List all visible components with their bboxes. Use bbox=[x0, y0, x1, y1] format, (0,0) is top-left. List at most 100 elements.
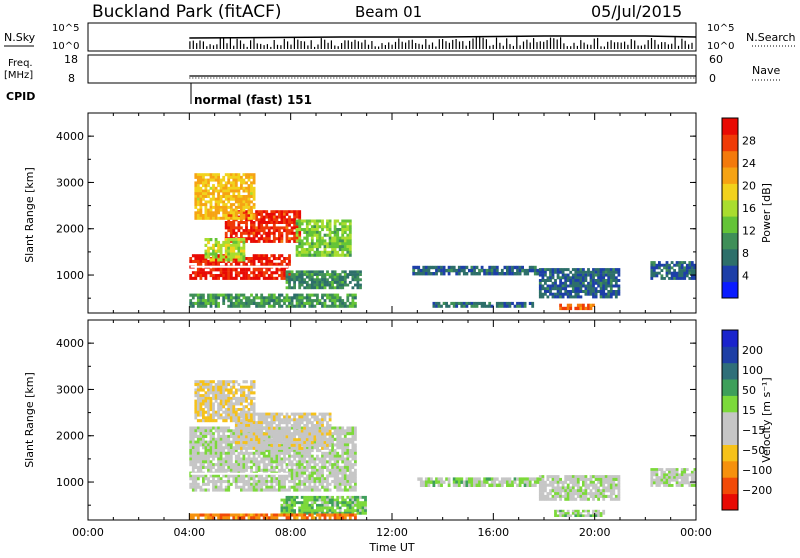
heatmap-cell bbox=[225, 226, 228, 229]
heatmap-cell bbox=[301, 276, 304, 279]
heatmap-cell bbox=[331, 441, 334, 444]
heatmap-cell bbox=[352, 472, 355, 475]
y-tick-label: 2000 bbox=[56, 223, 84, 236]
heatmap-cell bbox=[286, 496, 289, 499]
heatmap-cell bbox=[308, 248, 311, 251]
nsky-bar bbox=[365, 40, 366, 49]
heatmap-cell bbox=[278, 216, 281, 219]
heatmap-cell bbox=[473, 302, 476, 305]
heatmap-cell bbox=[339, 296, 342, 299]
heatmap-cell bbox=[688, 269, 691, 272]
nsky-bar bbox=[311, 40, 312, 49]
heatmap-cell bbox=[329, 435, 332, 438]
heatmap-cell bbox=[564, 287, 567, 290]
heatmap-cell bbox=[243, 198, 246, 201]
heatmap-cell bbox=[243, 238, 246, 241]
heatmap-cell bbox=[473, 272, 476, 275]
heatmap-cell bbox=[298, 480, 301, 483]
heatmap-cell bbox=[215, 179, 218, 182]
heatmap-cell bbox=[278, 438, 281, 441]
heatmap-cell bbox=[331, 463, 334, 466]
heatmap-cell bbox=[306, 499, 309, 502]
heatmap-cell bbox=[217, 449, 220, 452]
heatmap-cell bbox=[200, 386, 203, 389]
heatmap-cell bbox=[329, 413, 332, 416]
heatmap-cell bbox=[288, 232, 291, 235]
heatmap-cell bbox=[288, 229, 291, 232]
heatmap-cell bbox=[329, 305, 332, 308]
heatmap-cell bbox=[331, 496, 334, 499]
heatmap-cell bbox=[240, 181, 243, 184]
nsky-bar bbox=[547, 40, 548, 49]
heatmap-cell bbox=[349, 489, 352, 492]
heatmap-cell bbox=[346, 477, 349, 480]
heatmap-cell bbox=[212, 192, 215, 195]
heatmap-cell bbox=[227, 299, 230, 302]
heatmap-cell bbox=[238, 397, 241, 400]
heatmap-cell bbox=[349, 429, 352, 432]
heatmap-cell bbox=[308, 466, 311, 469]
heatmap-cell bbox=[298, 418, 301, 421]
heatmap-cell bbox=[559, 276, 562, 279]
heatmap-cell bbox=[321, 305, 324, 308]
heatmap-cell bbox=[357, 499, 360, 502]
heatmap-cell bbox=[650, 264, 653, 267]
heatmap-cell bbox=[250, 211, 253, 214]
heatmap-cell bbox=[326, 251, 329, 254]
heatmap-cell bbox=[334, 294, 337, 297]
heatmap-cell bbox=[334, 469, 337, 472]
heatmap-cell bbox=[230, 263, 233, 266]
heatmap-cell bbox=[194, 391, 197, 394]
heatmap-cell bbox=[316, 296, 319, 299]
heatmap-cell bbox=[260, 452, 263, 455]
heatmap-cell bbox=[554, 481, 557, 484]
heatmap-cell bbox=[291, 286, 294, 289]
heatmap-cell bbox=[217, 441, 220, 444]
heatmap-cell bbox=[215, 449, 218, 452]
heatmap-cell bbox=[506, 272, 509, 275]
heatmap-cell bbox=[316, 424, 319, 427]
nsky-bar bbox=[651, 38, 652, 49]
heatmap-cell bbox=[268, 268, 271, 271]
heatmap-cell bbox=[319, 231, 322, 234]
heatmap-cell bbox=[346, 299, 349, 302]
heatmap-cell bbox=[210, 463, 213, 466]
heatmap-cell bbox=[308, 441, 311, 444]
heatmap-cell bbox=[567, 279, 570, 282]
heatmap-cell bbox=[316, 509, 319, 512]
heatmap-cell bbox=[308, 496, 311, 499]
heatmap-cell bbox=[334, 499, 337, 502]
heatmap-cell bbox=[301, 418, 304, 421]
heatmap-cell bbox=[255, 257, 258, 260]
heatmap-cell bbox=[245, 480, 248, 483]
heatmap-cell bbox=[618, 290, 621, 293]
heatmap-cell bbox=[326, 444, 329, 447]
heatmap-cell bbox=[352, 501, 355, 504]
heatmap-cell bbox=[298, 222, 301, 225]
heatmap-cell bbox=[552, 495, 555, 498]
heatmap-cell bbox=[200, 380, 203, 383]
heatmap-cell bbox=[291, 432, 294, 435]
heatmap-cell bbox=[306, 486, 309, 489]
heatmap-cell bbox=[243, 302, 246, 305]
heatmap-cell bbox=[240, 447, 243, 450]
heatmap-cell bbox=[288, 224, 291, 227]
heatmap-cell bbox=[329, 469, 332, 472]
heatmap-cell bbox=[349, 251, 352, 254]
heatmap-cell bbox=[324, 447, 327, 450]
heatmap-cell bbox=[562, 307, 565, 310]
heatmap-cell bbox=[210, 238, 213, 241]
heatmap-cell bbox=[250, 195, 253, 198]
heatmap-cell bbox=[666, 269, 669, 272]
heatmap-cell bbox=[466, 272, 469, 275]
heatmap-cell bbox=[197, 400, 200, 403]
heatmap-cell bbox=[544, 498, 547, 501]
heatmap-cell bbox=[240, 299, 243, 302]
nsky-bar bbox=[264, 45, 265, 49]
heatmap-cell bbox=[306, 477, 309, 480]
heatmap-cell bbox=[329, 444, 332, 447]
heatmap-cell bbox=[301, 294, 304, 297]
heatmap-cell bbox=[278, 229, 281, 232]
heatmap-cell bbox=[605, 495, 608, 498]
heatmap-cell bbox=[212, 486, 215, 489]
